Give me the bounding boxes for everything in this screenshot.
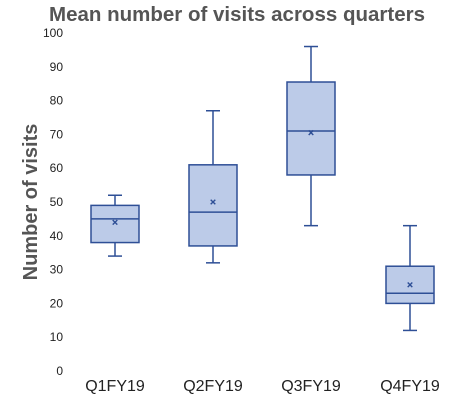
box-Q1FY19: [90, 194, 140, 257]
box-Q2FY19: [188, 109, 238, 264]
iqr-box: [286, 81, 336, 176]
y-tick-label: 80: [50, 94, 64, 108]
mean-marker: [308, 129, 314, 136]
iqr-box: [90, 204, 140, 244]
y-tick-label: 70: [50, 127, 64, 141]
y-tick-label: 50: [50, 195, 64, 209]
x-category-label: Q1FY19: [85, 378, 145, 395]
y-tick-label: 10: [50, 330, 64, 344]
y-tick-label: 40: [50, 229, 64, 243]
boxes-group: [90, 45, 435, 332]
y-tick-label: 60: [50, 161, 64, 175]
x-axis-ticks: Q1FY19 Q2FY19 Q3FY19 Q4FY19: [85, 378, 440, 395]
y-axis-title: Number of visits: [20, 124, 42, 281]
mean-marker: [210, 199, 216, 205]
x-category-label: Q3FY19: [281, 378, 341, 395]
iqr-box: [188, 164, 238, 247]
chart-title: Mean number of visits across quarters: [49, 3, 425, 26]
y-tick-label: 90: [50, 60, 64, 74]
y-tick-label: 0: [56, 364, 63, 378]
y-axis-ticks: 0 10 20 30 40 50 60 70 80 90 100: [43, 26, 63, 378]
mean-marker: [112, 219, 118, 226]
box-Q4FY19: [385, 224, 435, 332]
y-tick-label: 100: [43, 26, 63, 40]
box-Q3FY19: [286, 45, 336, 227]
mean-marker: [407, 282, 413, 288]
y-tick-label: 30: [50, 263, 64, 277]
x-category-label: Q4FY19: [380, 378, 440, 395]
y-tick-label: 20: [50, 296, 64, 310]
x-category-label: Q2FY19: [183, 378, 243, 395]
